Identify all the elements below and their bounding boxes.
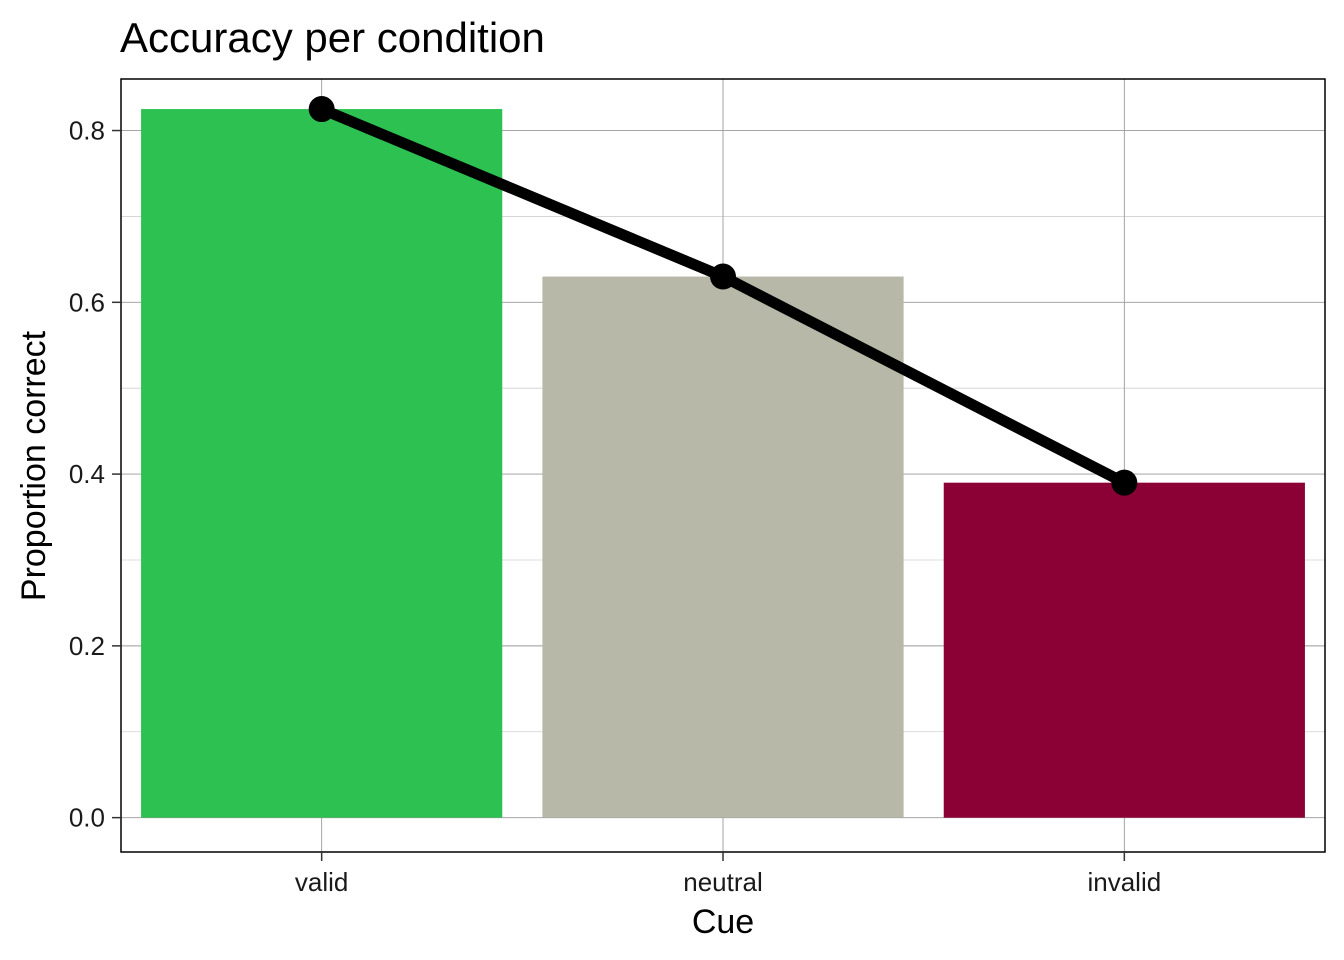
x-tick-label: valid xyxy=(295,867,348,897)
y-tick-label: 0.6 xyxy=(69,287,105,317)
bar-neutral xyxy=(542,276,904,818)
y-tick-label: 0.2 xyxy=(69,631,105,661)
y-tick-label: 0.4 xyxy=(69,459,105,489)
x-tick-label: neutral xyxy=(683,867,763,897)
point-invalid xyxy=(1111,469,1138,496)
point-neutral xyxy=(710,263,736,290)
y-tick-label: 0.0 xyxy=(69,803,105,833)
y-tick-label: 0.8 xyxy=(69,116,105,146)
x-axis-title: Cue xyxy=(692,903,754,941)
bar-invalid xyxy=(943,482,1305,818)
x-axis: valid neutral invalid xyxy=(295,852,1161,897)
y-axis-title: Proportion correct xyxy=(15,330,53,601)
point-valid xyxy=(308,96,335,123)
line-overlay xyxy=(308,96,1138,496)
bar-valid xyxy=(141,109,503,818)
y-axis: 0.0 0.2 0.4 0.6 0.8 xyxy=(69,116,121,833)
chart-title: Accuracy per condition xyxy=(120,14,545,61)
bars xyxy=(141,109,1305,818)
x-tick-label: invalid xyxy=(1087,867,1161,897)
